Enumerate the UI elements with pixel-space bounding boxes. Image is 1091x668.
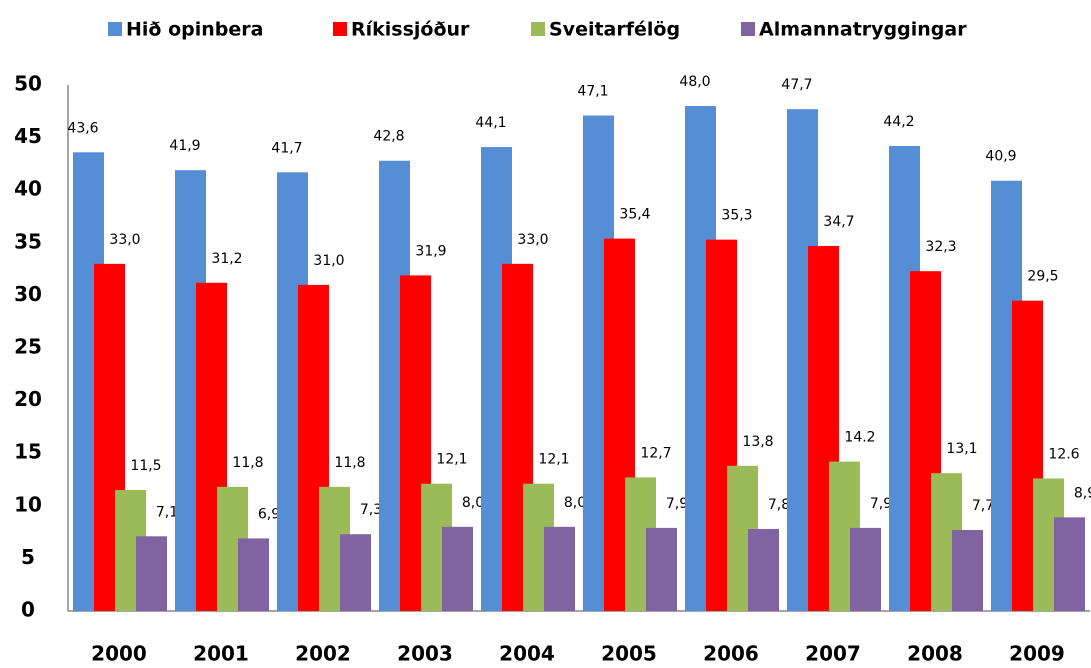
- bar: [748, 528, 779, 611]
- value-label: 7,1: [156, 504, 178, 520]
- value-label: 14.2: [844, 430, 875, 446]
- y-tick-label: 0: [21, 598, 35, 622]
- value-label: 6,9: [258, 506, 280, 522]
- value-label: 31,9: [415, 243, 446, 259]
- bar: [238, 538, 269, 611]
- value-label: 29,5: [1027, 269, 1058, 285]
- value-label: 35,4: [619, 207, 650, 223]
- value-label: 34,7: [823, 214, 854, 230]
- y-tick-label: 20: [14, 387, 42, 411]
- x-tick-label: 2006: [703, 642, 759, 666]
- value-label: 8,0: [462, 495, 484, 511]
- value-label: 13,1: [946, 441, 977, 457]
- value-label: 35,3: [721, 208, 752, 224]
- value-label: 48,0: [679, 74, 710, 90]
- bar: [340, 534, 371, 611]
- x-tick-label: 2009: [1009, 642, 1065, 666]
- y-tick-label: 5: [21, 545, 35, 569]
- value-label: 8,9: [1074, 485, 1091, 501]
- value-label: 8,0: [564, 495, 586, 511]
- legend-label: Hið opinbera: [126, 19, 263, 41]
- value-label: 11,5: [130, 458, 161, 474]
- y-tick-label: 40: [14, 177, 42, 201]
- value-label: 42,8: [373, 129, 404, 145]
- value-label: 31,2: [211, 251, 242, 267]
- value-label: 7,9: [870, 496, 892, 512]
- value-label: 41,9: [169, 138, 200, 154]
- legend-swatch: [741, 22, 755, 36]
- x-tick-label: 2001: [193, 642, 249, 666]
- value-label: 7,8: [768, 497, 790, 513]
- x-tick-label: 2007: [805, 642, 861, 666]
- value-label: 12.6: [1048, 446, 1079, 462]
- value-label: 33,0: [109, 232, 140, 248]
- legend-label: Almannatryggingar: [759, 19, 967, 41]
- x-tick-label: 2000: [91, 642, 147, 666]
- value-label: 12,1: [538, 452, 569, 468]
- bar: [646, 527, 677, 611]
- x-tick-label: 2002: [295, 642, 351, 666]
- y-tick-label: 10: [14, 492, 42, 516]
- y-tick-label: 25: [14, 335, 42, 359]
- bar: [1054, 517, 1085, 611]
- value-label: 33,0: [517, 232, 548, 248]
- bar: [850, 527, 881, 611]
- value-label: 12,1: [436, 452, 467, 468]
- legend-label: Sveitarfélög: [549, 19, 680, 41]
- x-tick-label: 2008: [907, 642, 963, 666]
- x-tick-label: 2005: [601, 642, 657, 666]
- legend-swatch: [531, 22, 545, 36]
- legend-swatch: [108, 22, 122, 36]
- value-label: 40,9: [985, 149, 1016, 165]
- y-tick-label: 35: [14, 229, 42, 253]
- x-tick-label: 2003: [397, 642, 453, 666]
- bar: [952, 529, 983, 611]
- value-label: 43,6: [67, 120, 98, 136]
- value-label: 41,7: [271, 140, 302, 156]
- value-label: 31,0: [313, 253, 344, 269]
- legend-label: Ríkissjóður: [351, 19, 470, 41]
- value-label: 12,7: [640, 445, 671, 461]
- value-label: 13,8: [742, 434, 773, 450]
- value-label: 47,1: [577, 84, 608, 100]
- y-tick-label: 30: [14, 282, 42, 306]
- bar: [544, 526, 575, 611]
- y-tick-label: 45: [14, 124, 42, 148]
- value-label: 11,8: [232, 455, 263, 471]
- legend-swatch: [333, 22, 347, 36]
- value-label: 44,2: [883, 114, 914, 130]
- value-label: 11,8: [334, 455, 365, 471]
- value-label: 7,9: [666, 496, 688, 512]
- y-tick-label: 15: [14, 440, 42, 464]
- value-label: 32,3: [925, 239, 956, 255]
- value-label: 7,7: [972, 498, 994, 514]
- bar: [136, 536, 167, 611]
- value-label: 44,1: [475, 115, 506, 131]
- y-tick-label: 50: [14, 72, 42, 96]
- bar: [442, 526, 473, 611]
- value-label: 7,3: [360, 502, 382, 518]
- x-tick-label: 2004: [499, 642, 555, 666]
- value-label: 47,7: [781, 77, 812, 93]
